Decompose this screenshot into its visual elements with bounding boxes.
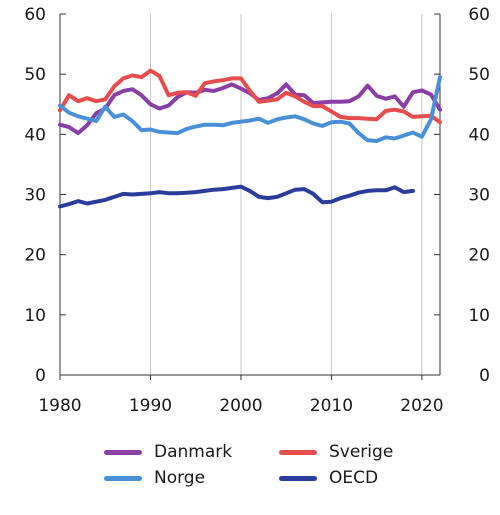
series-line-norge [58, 75, 442, 143]
x-tick-label-2020: 2020 [400, 396, 443, 416]
y-tick-label-left-50: 50 [24, 65, 46, 85]
x-tick-label-1990: 1990 [129, 396, 172, 416]
y-tick-label-right-40: 40 [468, 125, 490, 145]
y-tick-label-right-60: 60 [468, 5, 490, 25]
x-tick-label-1980: 1980 [38, 396, 81, 416]
y-tick-label-left-40: 40 [24, 125, 46, 145]
series-line-oecd [58, 184, 415, 209]
y-tick-label-right-50: 50 [468, 65, 490, 85]
y-tick-label-left-0: 0 [35, 366, 46, 386]
y-tick-label-left-20: 20 [24, 246, 46, 266]
y-tick-label-left-30: 30 [24, 186, 46, 206]
x-tick-label-2010: 2010 [310, 396, 353, 416]
grid-lines [59, 14, 423, 375]
y-tick-label-right-20: 20 [468, 246, 490, 266]
series-lines [58, 68, 442, 209]
y-tick-label-left-10: 10 [24, 306, 46, 326]
x-tick-label-2000: 2000 [219, 396, 262, 416]
y-tick-label-right-10: 10 [468, 306, 490, 326]
y-tick-label-left-60: 60 [24, 5, 46, 25]
y-tick-label-right-0: 0 [479, 366, 490, 386]
y-tick-label-right-30: 30 [468, 186, 490, 206]
series-line-sverige [58, 68, 442, 125]
